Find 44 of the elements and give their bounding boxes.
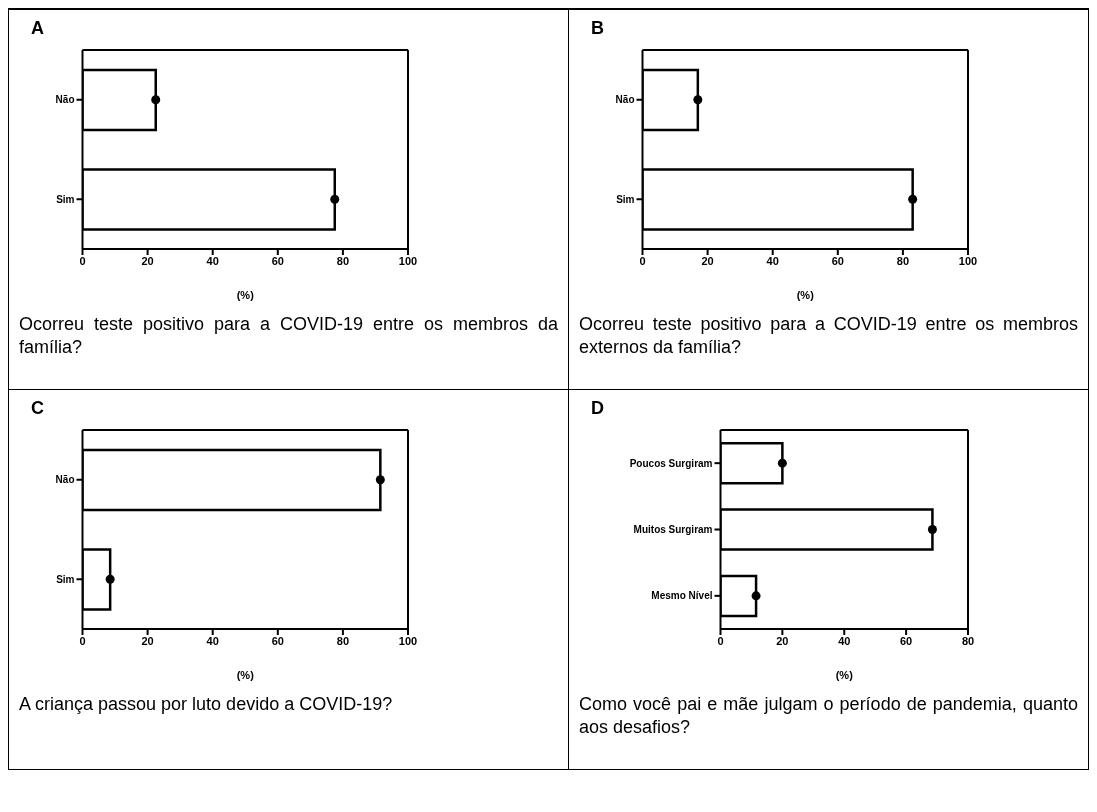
x-axis-title: (%) (835, 669, 854, 681)
text: A criança passou por luto devido a COVID-19? (19, 693, 394, 716)
x-tick-label: 80 (961, 634, 975, 647)
y-tick-label: Mesmo Nível (651, 590, 713, 602)
x-axis-title: (%) (236, 289, 255, 301)
x-tick-label: 100 (398, 634, 418, 647)
x-tick-label: 80 (336, 634, 350, 647)
x-tick-label: 0 (79, 634, 86, 647)
y-tick-label: Sim (56, 193, 75, 205)
chart-title: B (590, 18, 605, 39)
x-tick-label: 0 (79, 254, 86, 267)
x-axis-title: (%) (236, 669, 255, 681)
x-tick-label: 40 (206, 254, 219, 267)
y-tick-label: Não (55, 474, 75, 486)
chart-title: A (30, 18, 45, 39)
x-tick-label: 60 (900, 634, 913, 647)
x-tick-label: 40 (838, 634, 851, 647)
x-tick-label: 80 (336, 254, 350, 267)
x-tick-label: 0 (639, 254, 646, 267)
x-tick-label: 0 (717, 634, 724, 647)
x-tick-label: 20 (701, 254, 714, 267)
x-tick-label: 40 (206, 634, 219, 647)
x-axis-title: (%) (796, 289, 815, 301)
y-tick-label: Não (615, 94, 635, 106)
chart-title: D (590, 398, 605, 419)
y-tick-label: Muitos Surgiram (633, 524, 713, 536)
chart-title: C (30, 398, 45, 419)
y-tick-label: Sim (56, 573, 75, 585)
x-tick-label: 60 (271, 634, 284, 647)
x-tick-label: 60 (831, 254, 844, 267)
x-tick-label: 20 (141, 634, 154, 647)
x-tick-label: 40 (766, 254, 779, 267)
x-tick-label: 20 (776, 634, 789, 647)
y-tick-label: Sim (616, 193, 635, 205)
x-tick-label: 60 (271, 254, 284, 267)
y-tick-label: Poucos Surgiram (629, 457, 713, 469)
text: Ocorreu teste positivo para a COVID-19 entre os membros externos da família? (579, 313, 1078, 360)
x-tick-label: 100 (958, 254, 978, 267)
text: Ocorreu teste positivo para a COVID-19 entre os membros da família? (19, 313, 558, 360)
x-tick-label: 20 (141, 254, 154, 267)
y-tick-label: Não (55, 94, 75, 106)
x-tick-label: 100 (398, 254, 418, 267)
text: Como você pai e mãe julgam o período de pandemia, quanto aos desafios? (579, 693, 1078, 740)
x-tick-label: 80 (896, 254, 910, 267)
